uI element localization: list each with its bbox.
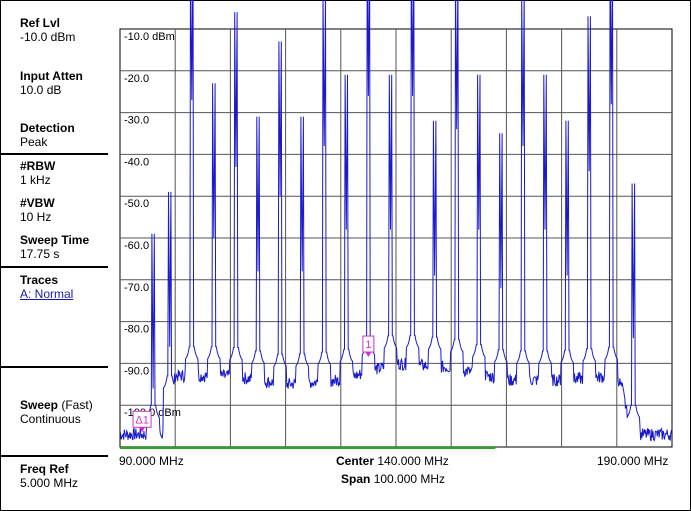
sweep-title: Sweep (20, 398, 59, 412)
y-tick-label: -50.0 (124, 198, 149, 210)
ref-level-block[interactable]: Ref Lvl -10.0 dBm (20, 16, 75, 44)
input-atten-value: 10.0 dB (20, 83, 62, 97)
sweep-mode: (Fast) (61, 398, 93, 412)
marker-pointer-icon (365, 352, 372, 358)
sidebar-divider (0, 366, 108, 368)
y-tick-label: -90.0 (124, 365, 149, 377)
detection-block[interactable]: Detection Peak (20, 121, 75, 149)
span[interactable]: Span 100.000 MHz (341, 472, 445, 486)
y-tick-label: -10.0 dBm (124, 31, 175, 43)
delta-marker-1[interactable]: Δ1 (132, 410, 152, 433)
spectrum-trace (119, 0, 673, 442)
markers[interactable]: 1 Δ1 (132, 335, 375, 433)
y-tick-label: -20.0 (124, 73, 149, 85)
marker-label: 1 (365, 339, 371, 351)
ref-level-value: -10.0 dBm (20, 30, 76, 44)
graticule (119, 28, 673, 448)
sweep-time-title: Sweep Time (20, 233, 90, 247)
traces-title: Traces (20, 273, 59, 287)
trace-a-link[interactable]: A: Normal (20, 287, 74, 301)
freq-ref-value: 5.000 MHz (20, 476, 79, 490)
sweep-block[interactable]: Sweep (Fast) Continuous (20, 398, 93, 426)
input-atten-block[interactable]: Input Atten 10.0 dB (20, 69, 83, 97)
vbw-block[interactable]: #VBW 10 Hz (20, 196, 55, 224)
sweep-time-value: 17.75 s (20, 247, 60, 261)
vbw-value: 10 Hz (20, 210, 52, 224)
rbw-title: #RBW (20, 159, 56, 173)
input-atten-title: Input Atten (20, 69, 83, 83)
stop-freq: 190.000 MHz (597, 454, 669, 468)
y-tick-label: -70.0 (124, 282, 149, 294)
sidebar-divider (0, 266, 108, 268)
freq-ref-block[interactable]: Freq Ref 5.000 MHz (20, 462, 78, 490)
detection-title: Detection (20, 121, 75, 135)
y-axis-labels: -10.0 dBm -20.0 -30.0 -40.0 -50.0 -60.0 -70.0 -… (124, 31, 181, 419)
sweep-value: Continuous (20, 412, 81, 426)
detection-value: Peak (20, 135, 48, 149)
y-tick-label: -100.0 dBm (124, 407, 181, 419)
marker-pointer-icon (139, 427, 146, 433)
sweep-time-block[interactable]: Sweep Time 17.75 s (20, 233, 89, 261)
marker-label: Δ1 (135, 414, 148, 426)
freq-ref-title: Freq Ref (20, 462, 69, 476)
vbw-title: #VBW (20, 196, 55, 210)
y-tick-label: -30.0 (124, 115, 149, 127)
traces-block: Traces A: Normal (20, 273, 73, 301)
start-freq: 90.000 MHz (119, 454, 184, 468)
marker-1[interactable]: 1 (362, 335, 375, 358)
sidebar-divider (0, 455, 108, 457)
y-tick-label: -60.0 (124, 240, 149, 252)
sidebar-divider (0, 153, 108, 155)
y-tick-label: -40.0 (124, 156, 149, 168)
y-tick-label: -80.0 (124, 324, 149, 336)
rbw-value: 1 kHz (20, 173, 51, 187)
span-value: 100.000 MHz (373, 472, 446, 486)
center-freq[interactable]: Center 140.000 MHz (336, 454, 449, 468)
center-value: 140.000 MHz (377, 454, 449, 468)
ref-level-title: Ref Lvl (20, 16, 61, 30)
rbw-block[interactable]: #RBW 1 kHz (20, 159, 55, 187)
settings-sidebar: Ref Lvl -10.0 dBm Input Atten 10.0 dB De… (0, 0, 108, 511)
span-label: Span (341, 472, 371, 486)
center-label: Center (336, 454, 375, 468)
